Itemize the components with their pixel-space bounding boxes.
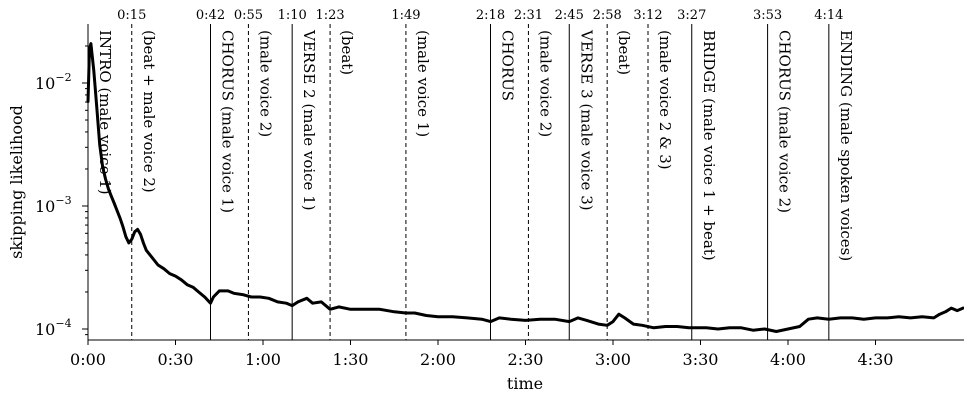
section-marker-time: 0:42: [196, 8, 225, 23]
section-marker-time: 3:12: [633, 8, 662, 23]
section-marker-label: (beat + male voice 2): [140, 30, 158, 193]
x-tick-label: 1:00: [245, 350, 281, 369]
section-marker-time: 3:27: [677, 8, 706, 23]
section-marker-label: BRIDGE (male voice 1 + beat): [700, 30, 718, 261]
section-marker-time: 0:15: [117, 8, 146, 23]
x-ticks: 0:00 0:30 1:00 1:30 2:00 2:30 3:00 3:30 4:00 4:30: [70, 340, 893, 369]
section-marker-label: VERSE 3 (male voice 3): [577, 29, 595, 211]
x-tick-label: 2:00: [420, 350, 456, 369]
section-marker-label: (beat): [338, 30, 356, 75]
section-marker-label: CHORUS (male voice 2): [776, 30, 794, 213]
section-markers: [87, 24, 830, 340]
section-marker-time: 2:45: [555, 8, 584, 23]
x-tick-label: 2:30: [508, 350, 544, 369]
y-tick-label: 10−3: [35, 194, 72, 216]
section-marker-label: VERSE 2 (male voice 1): [300, 29, 318, 211]
section-marker-label: ENDING (male spoken voices): [837, 30, 855, 261]
section-marker-time: 2:31: [514, 8, 543, 23]
section-marker-time: 2:18: [476, 8, 505, 23]
section-marker-time: 1:23: [315, 8, 344, 23]
x-tick-label: 3:00: [595, 350, 631, 369]
y-tick-label: 10−4: [35, 317, 72, 339]
x-tick-label: 0:00: [70, 350, 106, 369]
x-axis-title: time: [507, 374, 543, 393]
section-marker-label: CHORUS (male voice 1): [219, 30, 237, 213]
section-marker-time: 1:10: [278, 8, 307, 23]
section-marker-label: (male voice 2): [536, 30, 554, 137]
section-marker-time: 3:53: [753, 8, 782, 23]
section-marker-time: 0:55: [234, 8, 263, 23]
section-marker-time: 2:58: [593, 8, 622, 23]
section-marker-label: (male voice 2): [256, 30, 274, 137]
section-labels: INTRO (male voice 1)0:15 (beat + male voi…: [96, 8, 855, 261]
section-marker-time: 4:14: [814, 8, 843, 23]
x-tick-label: 4:30: [858, 350, 894, 369]
x-tick-label: 0:30: [158, 350, 194, 369]
y-axis-title: skipping likelihood: [7, 105, 26, 259]
x-tick-label: 1:30: [333, 350, 369, 369]
section-marker-label: INTRO (male voice 1): [96, 30, 114, 195]
x-tick-label: 3:30: [683, 350, 719, 369]
section-marker-label: (beat): [615, 30, 633, 75]
section-marker-label: (male voice 1): [414, 30, 432, 137]
section-marker-label: (male voice 2 & 3): [656, 30, 674, 170]
y-ticks: 10−4 10−3 10−2: [35, 45, 88, 339]
section-marker-label: CHORUS: [499, 30, 517, 101]
x-tick-label: 4:00: [770, 350, 806, 369]
section-marker-time: 1:49: [391, 8, 420, 23]
skipping-likelihood-line: [86, 42, 964, 333]
y-tick-label: 10−2: [35, 71, 72, 93]
